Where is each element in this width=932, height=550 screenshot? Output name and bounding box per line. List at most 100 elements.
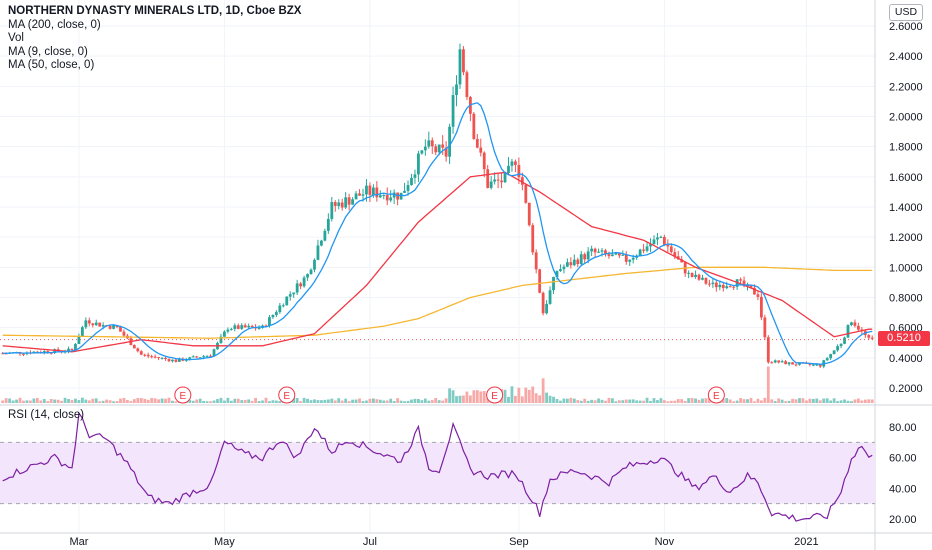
volume-bar <box>562 398 566 403</box>
volume-bar <box>559 400 562 403</box>
candle <box>240 325 244 329</box>
earnings-marker: E <box>707 386 725 404</box>
candle <box>167 359 171 362</box>
volume-bar <box>441 400 445 403</box>
volume-bar <box>482 391 486 403</box>
volume-bar <box>468 395 472 403</box>
time-axis-tick: Nov <box>655 536 675 548</box>
volume-bar <box>780 399 784 403</box>
candle <box>174 359 178 362</box>
volume-bar <box>683 400 687 403</box>
candle <box>701 277 704 280</box>
volume-bar <box>746 399 749 403</box>
candle <box>316 245 320 260</box>
currency-button[interactable]: USD <box>889 4 923 21</box>
volume-bar <box>299 401 303 403</box>
candle <box>794 364 798 366</box>
volume-bar <box>340 400 344 403</box>
candle <box>46 351 50 353</box>
candle <box>867 335 871 338</box>
earnings-marker-label: E <box>713 391 720 402</box>
candle <box>371 187 375 195</box>
candle <box>631 257 635 260</box>
candle <box>482 152 486 170</box>
volume-bar <box>101 400 105 403</box>
candle <box>479 147 483 153</box>
candle <box>198 357 202 359</box>
volume-bar <box>583 398 587 403</box>
candle <box>143 354 147 356</box>
volume-bar <box>268 401 271 403</box>
volume-bar <box>725 398 729 403</box>
volume-bar <box>507 396 510 403</box>
volume-bar <box>850 401 853 403</box>
volume-bar <box>46 401 50 403</box>
volume-bar <box>35 397 39 403</box>
candle <box>177 358 181 362</box>
candle <box>638 249 642 256</box>
volume-bar <box>385 400 389 403</box>
candle <box>264 325 268 327</box>
rsi-legend[interactable]: RSI (14, close) <box>8 409 85 421</box>
candle <box>153 356 157 358</box>
volume-bar <box>11 400 15 403</box>
volume-bar <box>153 398 157 403</box>
candle <box>607 254 611 257</box>
volume-bar <box>517 387 521 403</box>
earnings-marker-label: E <box>283 391 290 402</box>
candle <box>666 244 670 247</box>
volume-bar <box>794 399 798 403</box>
volume-bar <box>555 399 559 403</box>
indicator-vol-label[interactable]: Vol <box>8 32 24 44</box>
volume-bar <box>32 398 36 403</box>
volume-bar <box>659 398 663 403</box>
volume-bar <box>368 398 372 403</box>
ma50-line <box>2 171 873 353</box>
candle <box>493 179 497 182</box>
volume-bar <box>80 397 84 403</box>
indicator-ma9-label[interactable]: MA (9, close, 0) <box>8 45 88 58</box>
volume-bar <box>167 397 171 403</box>
candle <box>818 364 822 367</box>
volume-bar <box>94 398 98 403</box>
volume-bar <box>74 398 77 403</box>
rsi-band <box>0 442 875 504</box>
candle <box>451 95 455 127</box>
indicator-ma200-label[interactable]: MA (200, close, 0) <box>8 18 101 31</box>
earnings-marker-circle <box>486 386 504 404</box>
volume-bar <box>60 400 63 403</box>
candle <box>739 279 742 281</box>
candle <box>87 320 91 324</box>
volume-bar <box>455 396 458 403</box>
earnings-marker: E <box>174 386 192 404</box>
volume-bar <box>399 400 403 403</box>
volume-bar <box>437 400 441 403</box>
volume-bar <box>223 400 226 403</box>
volume-bar <box>18 397 22 403</box>
candle <box>829 354 833 359</box>
candle <box>309 269 313 275</box>
candle <box>351 199 354 205</box>
candle <box>157 357 160 359</box>
last-price-tag: 0.5210 <box>878 331 930 346</box>
candle <box>368 185 372 195</box>
volume-bar <box>586 400 590 403</box>
earnings-marker-label: E <box>491 391 498 402</box>
volume-bar <box>70 400 74 403</box>
candle <box>756 294 760 297</box>
candle <box>22 353 25 355</box>
indicator-ma50-label[interactable]: MA (50, close, 0) <box>8 59 95 71</box>
price-axis-tick: 1.0000 <box>889 262 923 274</box>
volume-bar <box>160 398 164 403</box>
volume-bar <box>465 391 469 403</box>
rsi-axis-tick: 20.00 <box>889 514 917 526</box>
volume-bar <box>292 397 296 403</box>
volume-bar <box>143 398 147 403</box>
candle <box>462 49 465 73</box>
candle <box>344 197 348 208</box>
volume-bar <box>614 401 618 403</box>
volume-bar <box>552 396 555 403</box>
candle <box>711 282 715 285</box>
volume-bar <box>548 395 552 403</box>
candle <box>430 140 434 147</box>
